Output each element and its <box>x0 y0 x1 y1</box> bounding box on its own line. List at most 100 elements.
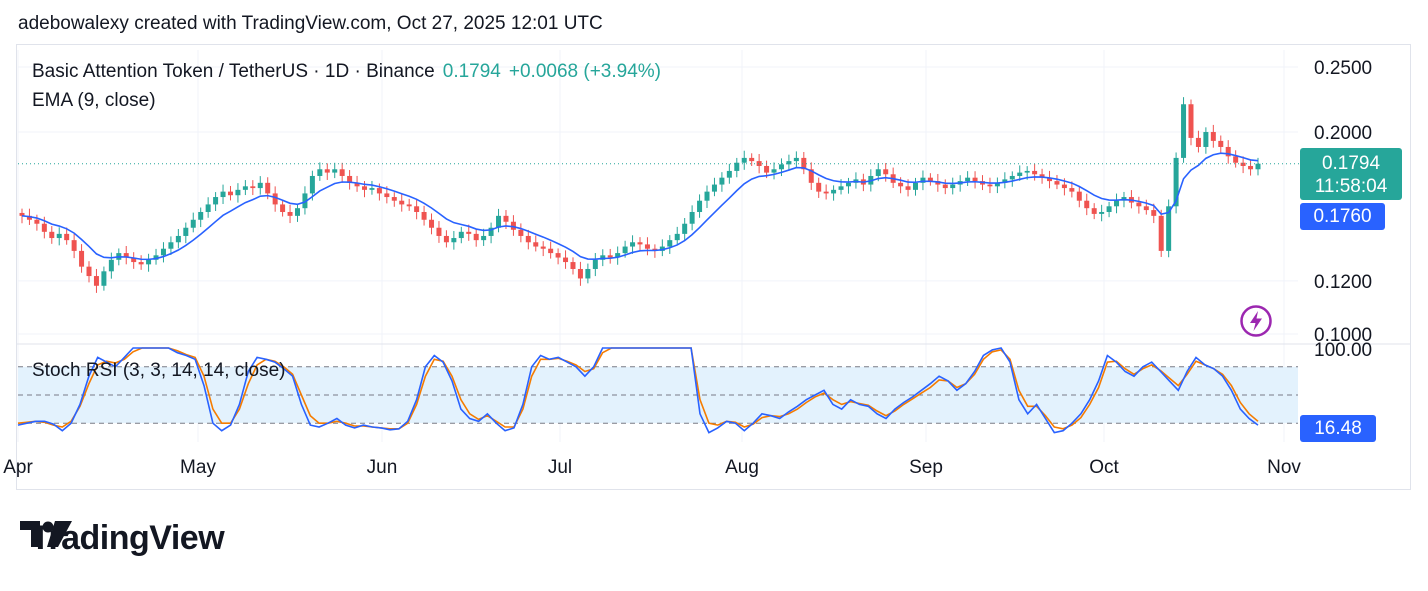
candle-body <box>272 193 278 205</box>
candle-body <box>764 165 770 173</box>
candle-body <box>994 182 1000 187</box>
candle-body <box>347 175 353 183</box>
x-tick-label: Aug <box>725 457 759 478</box>
candle-body <box>354 182 360 187</box>
candle-body <box>697 200 703 212</box>
y-tick-label: 0.1200 <box>1314 272 1372 293</box>
candle-body <box>689 211 695 224</box>
candle-body <box>533 242 539 247</box>
candle-body <box>726 170 732 178</box>
candle-body <box>883 169 889 175</box>
x-tick-label: Oct <box>1089 457 1119 478</box>
legend-change: +0.0068 (+3.94%) <box>508 61 661 82</box>
candle-body <box>927 177 933 182</box>
legend-price: 0.1794 <box>442 61 501 82</box>
x-tick-label: Nov <box>1267 457 1301 478</box>
tradingview-logo-icon <box>20 521 72 547</box>
candle-body <box>831 189 837 194</box>
candle-body <box>801 157 807 170</box>
candle-body <box>942 184 948 189</box>
candle-body <box>205 204 211 212</box>
last-price-badge: 0.1794 11:58:04 <box>1300 148 1402 200</box>
stoch-line-k <box>17 347 1259 434</box>
candle-body <box>138 262 144 265</box>
candle-body <box>1173 157 1179 207</box>
chart-frame[interactable] <box>16 44 1411 490</box>
chart-attribution: adebowalexy created with TradingView.com… <box>18 13 603 34</box>
candle-body <box>1024 170 1030 173</box>
candle-body <box>1188 104 1194 138</box>
candle-body <box>1233 156 1239 163</box>
tradingview-brand: TradingView <box>20 519 225 558</box>
stoch-legend: Stoch RSI (3, 3, 14, 14, close) <box>32 360 286 381</box>
candle-body <box>1032 170 1038 175</box>
candle-body <box>555 253 561 258</box>
candle-body <box>741 157 747 163</box>
candle-body <box>749 157 755 162</box>
lightning-icon[interactable] <box>1240 305 1272 337</box>
candle-body <box>816 182 822 192</box>
y-tick-label: 0.2500 <box>1314 58 1372 79</box>
candle-body <box>823 191 829 194</box>
x-tick-label: Jun <box>367 457 398 478</box>
x-tick-label: Sep <box>909 457 943 478</box>
candle-body <box>257 182 263 189</box>
candle-body <box>1218 140 1224 147</box>
stoch-value-badge: 16.48 <box>1300 415 1376 442</box>
candle-body <box>421 211 427 220</box>
candle-body <box>838 186 844 190</box>
candle-body <box>786 161 792 165</box>
ema-line <box>21 152 1259 261</box>
candle-body <box>362 186 368 190</box>
candle-body <box>808 169 814 183</box>
candle-body <box>1166 206 1172 251</box>
candle-body <box>1240 162 1246 166</box>
candle-body <box>756 161 762 166</box>
x-tick-label: May <box>180 457 216 478</box>
candle-body <box>324 169 330 173</box>
candle-body <box>1069 188 1075 192</box>
symbol-legend: Basic Attention Token / TetherUS · 1D · … <box>32 61 661 83</box>
last-price-value: 0.1794 <box>1321 153 1381 174</box>
y-tick-label: 0.2000 <box>1314 123 1372 144</box>
candle-body <box>414 206 420 212</box>
candle-body <box>391 197 397 201</box>
candle-body <box>1054 181 1060 185</box>
candle-body <box>905 186 911 190</box>
candle-body <box>987 184 993 187</box>
candle-body <box>577 268 583 279</box>
candle-body <box>376 188 382 194</box>
candle-body <box>108 259 114 272</box>
candle-body <box>1017 172 1023 176</box>
candle-body <box>1225 146 1231 157</box>
candle-body <box>563 257 569 263</box>
candle-body <box>466 231 472 234</box>
candle-body <box>458 231 464 239</box>
candle-body <box>41 223 47 232</box>
candle-body <box>317 169 323 176</box>
candle-body <box>332 169 338 173</box>
candle-body <box>451 238 457 243</box>
candle-body <box>920 177 926 183</box>
candle-body <box>384 193 390 198</box>
ema-legend: EMA (9, close) <box>32 90 156 111</box>
candle-body <box>592 259 598 269</box>
candle-body <box>242 186 248 190</box>
candle-body <box>294 208 300 216</box>
candle-body <box>1009 175 1015 180</box>
candle-body <box>265 182 271 194</box>
candle-body <box>704 191 710 201</box>
candle-body <box>1151 210 1157 216</box>
candle-body <box>496 215 502 228</box>
candle-body <box>548 248 554 254</box>
candle-body <box>101 271 107 286</box>
candle-body <box>56 233 62 239</box>
candle-body <box>950 184 956 189</box>
candle-body <box>1255 163 1261 170</box>
candle-body <box>965 177 971 182</box>
candle-body <box>615 253 621 258</box>
candle-body <box>64 233 70 241</box>
candle-body <box>175 235 181 243</box>
candle-body <box>912 182 918 190</box>
